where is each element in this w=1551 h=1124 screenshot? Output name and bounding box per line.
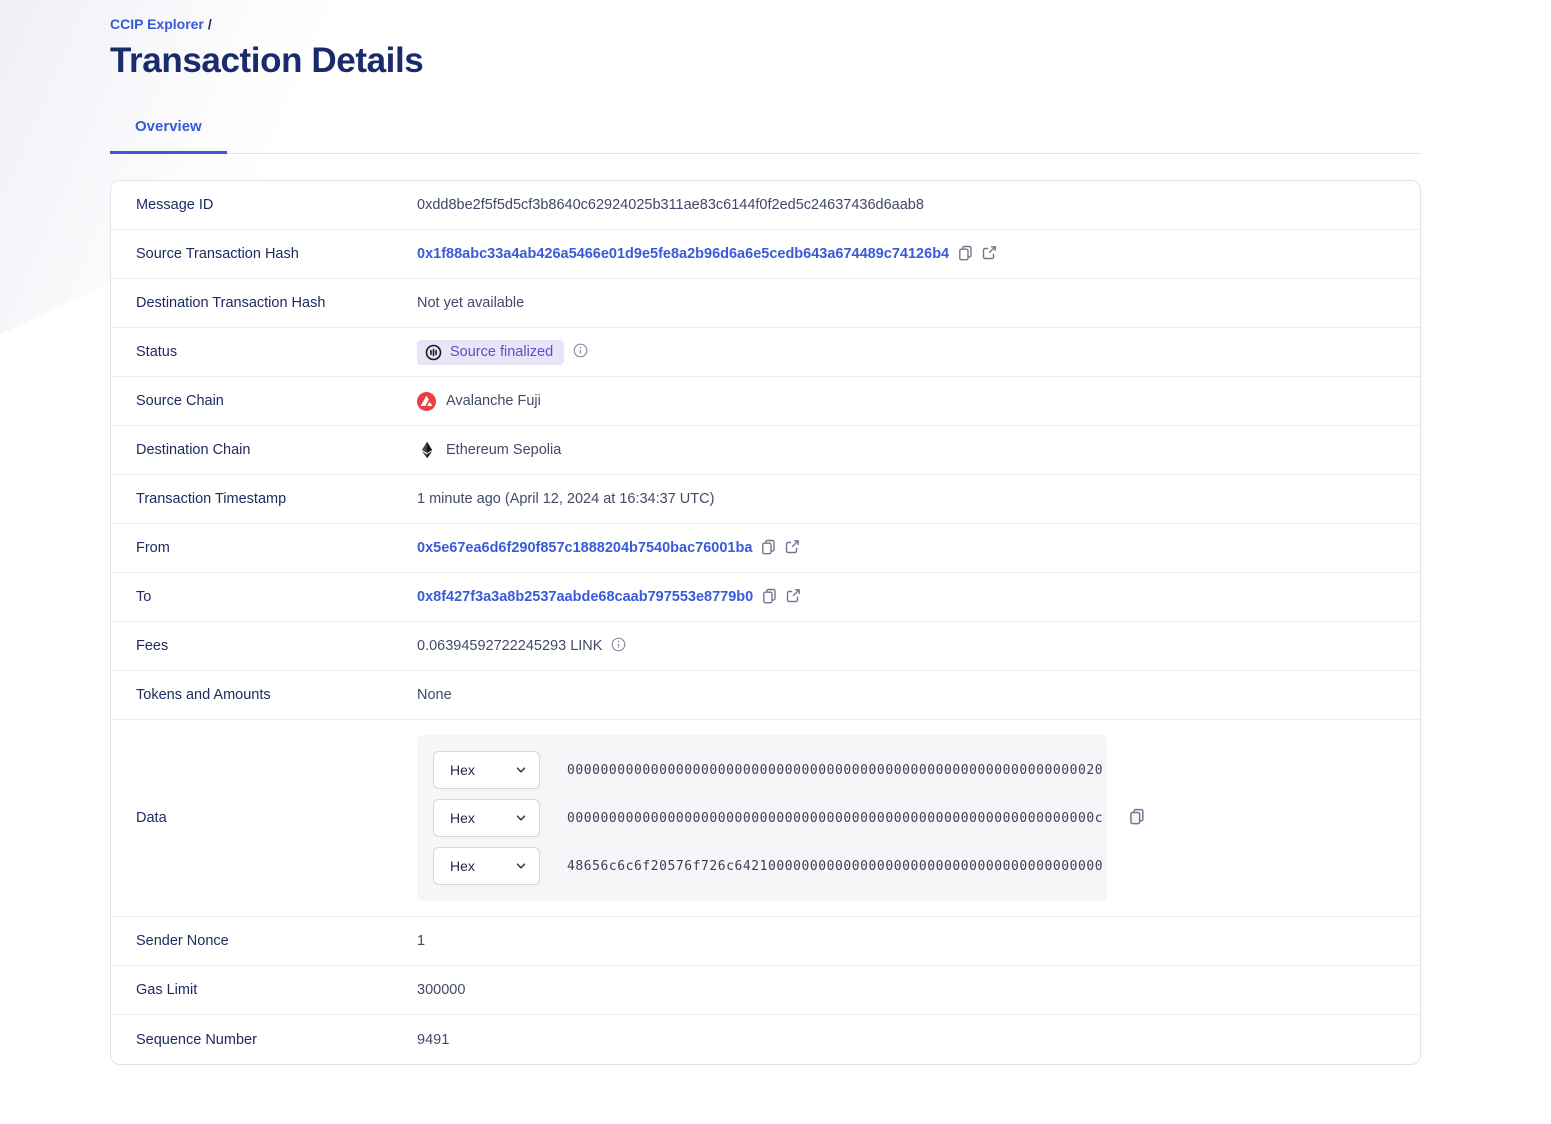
data-hex-value: 0000000000000000000000000000000000000000… [567,762,1104,778]
info-icon [611,637,626,655]
breadcrumb-separator: / [207,16,212,32]
row-fees: Fees 0.06394592722245293 LINK [111,622,1420,671]
data-format-select[interactable]: Hex [433,751,540,789]
field-label: Source Chain [136,393,224,409]
external-link-icon [982,245,997,263]
gas-limit-value: 300000 [417,982,466,998]
data-hex-value: 0000000000000000000000000000000000000000… [567,810,1104,826]
data-format-selected: Hex [450,762,475,778]
ethereum-sepolia-icon [417,441,436,459]
avalanche-fuji-icon [417,391,436,411]
copy-icon [762,588,777,607]
row-from: From 0x5e67ea6d6f290f857c1888204b7540bac… [111,524,1420,573]
info-icon [573,343,588,361]
data-hex-value: 48656c6c6f20576f726c64210000000000000000… [567,858,1104,874]
status-progress-icon [425,344,442,361]
copy-button[interactable] [762,588,777,607]
field-label: Fees [136,638,169,654]
status-badge: Source finalized [417,339,565,365]
row-status: Status Source finalized [111,328,1420,377]
data-format-selected: Hex [450,810,475,826]
tokens-and-amounts-value: None [417,687,452,703]
status-badge-label: Source finalized [450,344,554,360]
row-sender-nonce: Sender Nonce 1 [111,917,1420,966]
copy-icon [761,539,776,558]
page-container: CCIP Explorer / Transaction Details Overv… [110,0,1421,1065]
field-label: Data [136,810,167,826]
destination-chain-name: Ethereum Sepolia [446,442,562,458]
row-message-id: Message ID 0xdd8be2f5f5d5cf3b8640c629240… [111,181,1420,230]
field-label: Message ID [136,197,214,213]
breadcrumb: CCIP Explorer / [110,0,1421,32]
field-label: From [136,540,170,556]
to-address-link[interactable]: 0x8f427f3a3a8b2537aabde68caab797553e8779… [417,589,754,605]
fees-value: 0.06394592722245293 LINK [417,638,603,654]
chevron-down-icon [515,764,527,776]
copy-icon [1129,808,1145,828]
field-label: Tokens and Amounts [136,687,271,703]
transaction-details-card: Message ID 0xdd8be2f5f5d5cf3b8640c629240… [110,180,1421,1065]
source-chain-name: Avalanche Fuji [446,393,541,409]
destination-transaction-hash-value: Not yet available [417,295,525,311]
chevron-down-icon [515,812,527,824]
row-transaction-timestamp: Transaction Timestamp 1 minute ago (Apri… [111,475,1420,524]
sequence-number-value: 9491 [417,1031,450,1048]
sender-nonce-value: 1 [417,933,426,949]
row-tokens-and-amounts: Tokens and Amounts None [111,671,1420,720]
source-transaction-hash-link[interactable]: 0x1f88abc33a4ab426a5466e01d9e5fe8a2b96d6… [417,246,950,262]
row-data: Data Hex 0000000000000000000000000000000… [111,720,1420,917]
data-format-select[interactable]: Hex [433,847,540,885]
field-label: Gas Limit [136,982,198,998]
field-label: Sequence Number [136,1031,257,1048]
external-link-icon [785,539,800,557]
fees-info-button[interactable] [611,637,626,655]
data-hex-line: Hex 48656c6c6f20576f726c6421000000000000… [433,847,1103,885]
page-title: Transaction Details [110,41,424,80]
field-label: Transaction Timestamp [136,491,287,507]
status-info-button[interactable] [573,343,588,361]
data-copy-button[interactable] [1129,808,1145,828]
field-label: Sender Nonce [136,933,229,949]
copy-button[interactable] [958,245,973,264]
copy-icon [958,245,973,264]
tab-overview[interactable]: Overview [110,118,227,154]
chevron-down-icon [515,860,527,872]
data-hex-line: Hex 000000000000000000000000000000000000… [433,799,1103,837]
row-destination-transaction-hash: Destination Transaction Hash Not yet ava… [111,279,1420,328]
data-format-select[interactable]: Hex [433,799,540,837]
copy-button[interactable] [761,539,776,558]
breadcrumb-link-ccip-explorer[interactable]: CCIP Explorer [110,16,204,32]
data-hex-line: Hex 000000000000000000000000000000000000… [433,751,1103,789]
field-label: Status [136,344,178,360]
field-label: Source Transaction Hash [136,246,299,262]
field-label: To [136,589,152,605]
message-id-value: 0xdd8be2f5f5d5cf3b8640c62924025b311ae83c… [417,197,924,213]
field-label: Destination Chain [136,442,251,458]
data-hex-panel: Hex 000000000000000000000000000000000000… [417,735,1107,901]
row-gas-limit: Gas Limit 300000 [111,966,1420,1015]
external-link-button[interactable] [785,539,800,557]
row-destination-chain: Destination Chain Ethereum Sepolia [111,426,1420,475]
row-source-transaction-hash: Source Transaction Hash 0x1f88abc33a4ab4… [111,230,1420,279]
transaction-timestamp-value: 1 minute ago (April 12, 2024 at 16:34:37… [417,491,715,507]
external-link-button[interactable] [786,588,801,606]
row-source-chain: Source Chain Avalanche Fuji [111,377,1420,426]
row-sequence-number: Sequence Number 9491 [111,1015,1420,1064]
tab-bar: Overview [110,118,1421,154]
external-link-button[interactable] [982,245,997,263]
row-to: To 0x8f427f3a3a8b2537aabde68caab797553e8… [111,573,1420,622]
data-format-selected: Hex [450,858,475,874]
from-address-link[interactable]: 0x5e67ea6d6f290f857c1888204b7540bac76001… [417,540,753,556]
field-label: Destination Transaction Hash [136,295,326,311]
external-link-icon [786,588,801,606]
